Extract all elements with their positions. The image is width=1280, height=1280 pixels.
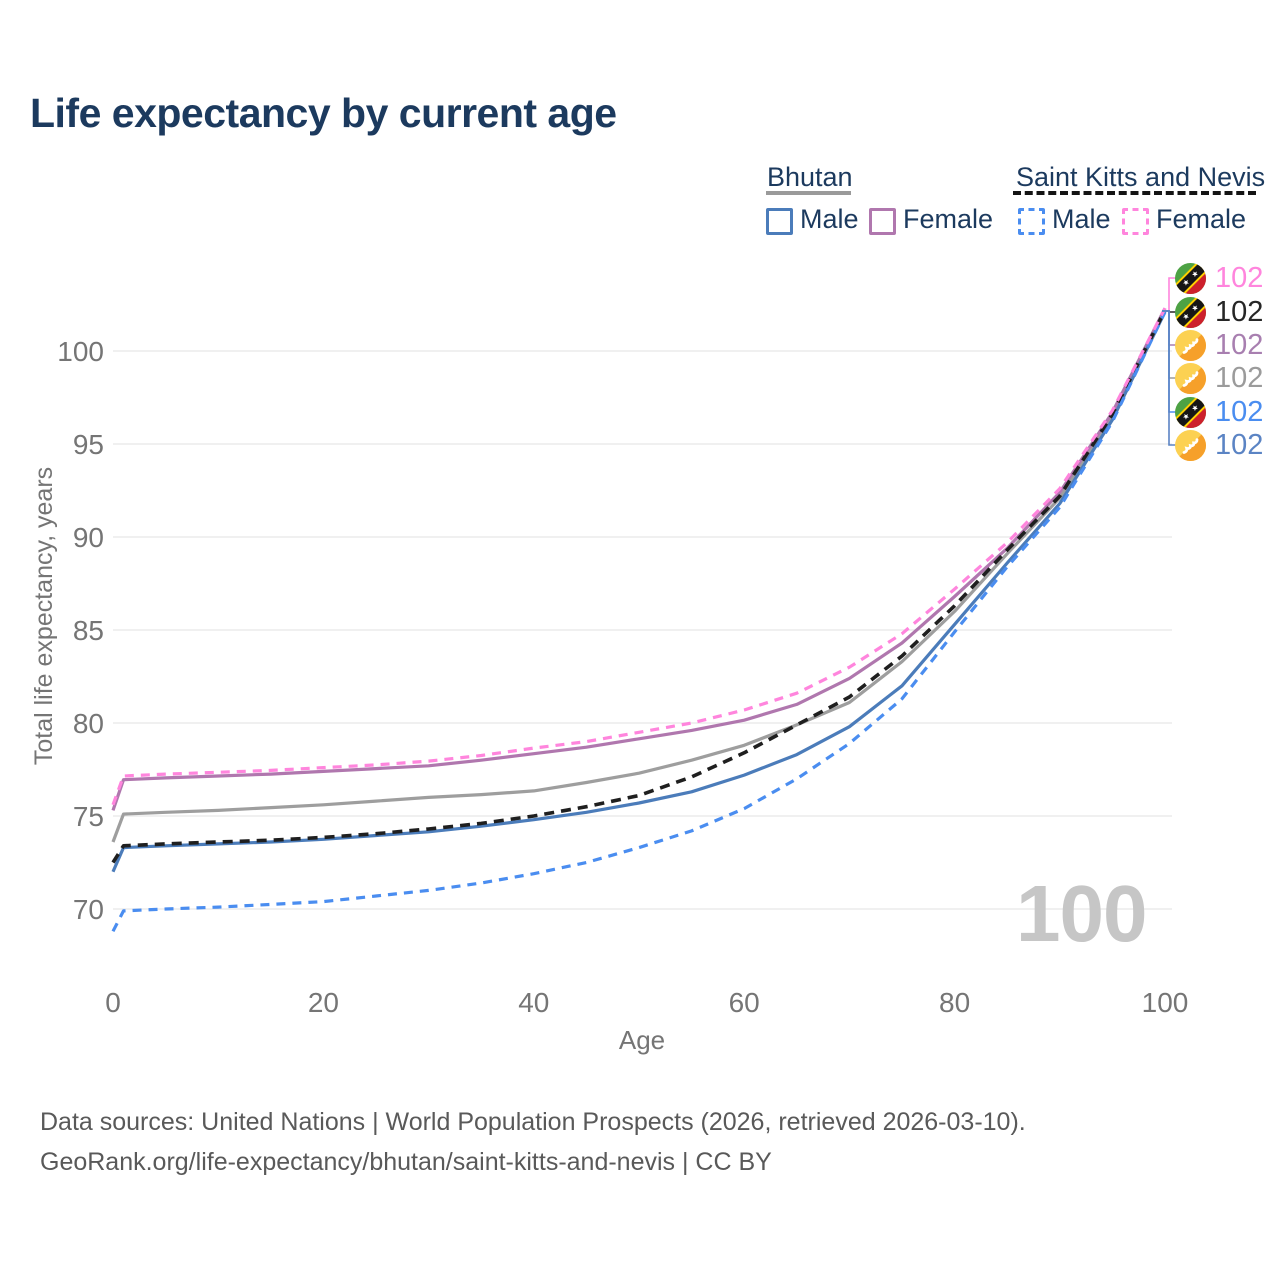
legend-swatch-bhutan-male[interactable] [766,208,793,235]
legend-swatch-skn-male[interactable] [1018,208,1045,235]
x-tick-60: 60 [729,987,760,1018]
endpoint-label-bhutan_total: 102 [1175,362,1263,394]
series-line-bhutan_male[interactable] [111,311,1167,873]
y-tick-75: 75 [73,801,104,832]
endpoint-value-skn_total: 102 [1215,296,1264,328]
endpoint-label-skn_female: 102 [1175,262,1263,294]
saint-kitts-and-nevis-flag-icon [1175,262,1206,294]
x-tick-0: 0 [105,987,121,1018]
x-axis-title: Age [619,1025,665,1055]
legend-country-skn[interactable]: Saint Kitts and Nevis [1016,162,1266,192]
legend-swatch-bhutan-female[interactable] [869,208,896,235]
x-tick-80: 80 [939,987,970,1018]
saint-kitts-and-nevis-flag-icon [1175,296,1206,328]
series-line-skn_total[interactable] [111,309,1167,864]
y-tick-85: 85 [73,615,104,646]
x-tick-20: 20 [308,987,339,1018]
endpoint-label-skn_total: 102 [1175,296,1263,328]
source-url-text: GeoRank.org/life-expectancy/bhutan/saint… [40,1148,772,1176]
legend-label-skn-female[interactable]: Female [1156,204,1247,234]
legend-label-bhutan-female[interactable]: Female [903,204,994,234]
endpoint-value-bhutan_total: 102 [1215,362,1264,394]
bhutan-flag-icon [1175,362,1206,394]
legend-swatch-skn-female[interactable] [1122,208,1149,235]
legend-label-skn-male[interactable]: Male [1052,204,1111,234]
endpoint-value-skn_female: 102 [1215,262,1264,294]
hover-age-watermark: 100 [1016,869,1147,958]
legend-skn-linestyle-swatch [1013,191,1256,195]
page-title: Life expectancy by current age [30,90,617,136]
bhutan-flag-icon [1175,429,1206,461]
legend-bhutan-linestyle-swatch [766,191,851,195]
x-tick-100: 100 [1142,987,1189,1018]
bhutan-flag-icon [1175,329,1206,361]
x-tick-40: 40 [518,987,549,1018]
legend-country-bhutan[interactable]: Bhutan [767,162,853,192]
series-line-skn_female[interactable] [111,307,1167,806]
endpoint-label-bhutan_female: 102 [1175,329,1263,361]
series-line-bhutan_female[interactable] [111,307,1167,811]
series-line-skn_male[interactable] [111,311,1167,933]
endpoint-leader-bhutan_male [1162,310,1176,446]
endpoint-value-bhutan_female: 102 [1215,329,1264,361]
y-axis-title: Total life expectancy, years [30,467,58,765]
y-tick-80: 80 [73,708,104,739]
y-tick-70: 70 [73,894,104,925]
data-sources-text: Data sources: United Nations | World Pop… [40,1108,1026,1136]
endpoint-value-skn_male: 102 [1215,396,1264,428]
y-tick-100: 100 [57,336,104,367]
endpoint-value-bhutan_male: 102 [1215,429,1264,461]
series-line-bhutan_total[interactable] [111,309,1167,843]
endpoint-leader-skn_female [1162,277,1176,312]
saint-kitts-and-nevis-flag-icon [1175,396,1206,428]
y-tick-90: 90 [73,522,104,553]
endpoint-label-skn_male: 102 [1175,396,1263,428]
y-tick-95: 95 [73,429,104,460]
legend-label-bhutan-male[interactable]: Male [800,204,859,234]
endpoint-label-bhutan_male: 102 [1175,429,1263,461]
